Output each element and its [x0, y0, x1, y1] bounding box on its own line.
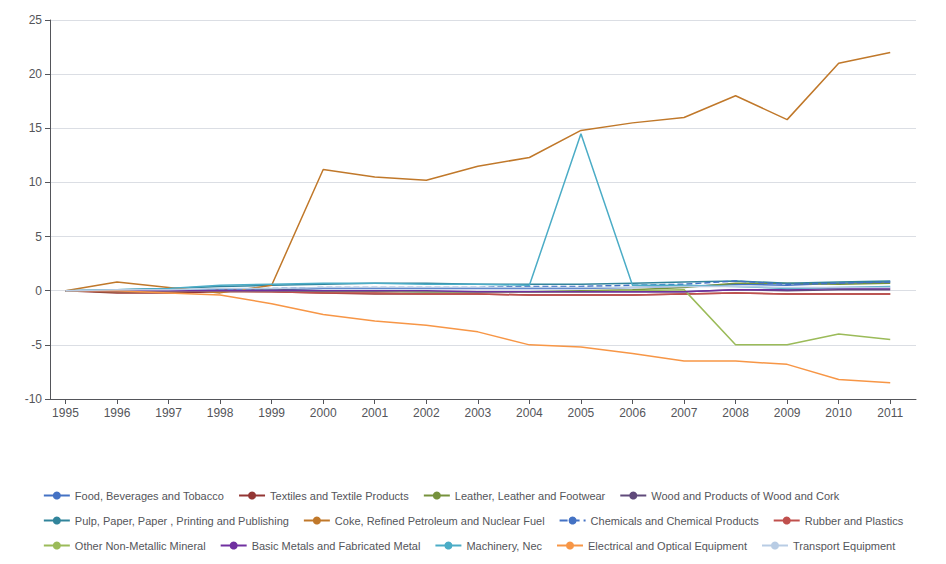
svg-text:Leather, Leather and Footwear: Leather, Leather and Footwear: [455, 490, 606, 502]
svg-text:1999: 1999: [258, 406, 285, 420]
svg-text:1996: 1996: [104, 406, 131, 420]
svg-text:2002: 2002: [413, 406, 440, 420]
svg-text:Chemicals and Chemical Product: Chemicals and Chemical Products: [591, 515, 760, 527]
svg-text:2010: 2010: [825, 406, 852, 420]
svg-text:20: 20: [29, 67, 43, 81]
svg-text:0: 0: [35, 284, 42, 298]
svg-text:Electrical and Optical Equipme: Electrical and Optical Equipment: [588, 540, 747, 552]
svg-text:2006: 2006: [619, 406, 646, 420]
svg-text:Other Non-Metallic Mineral: Other Non-Metallic Mineral: [75, 540, 206, 552]
svg-text:Textiles and Textile Products: Textiles and Textile Products: [270, 490, 409, 502]
svg-text:2007: 2007: [671, 406, 698, 420]
svg-text:2009: 2009: [774, 406, 801, 420]
svg-text:Wood and Products of Wood and: Wood and Products of Wood and Cork: [651, 490, 839, 502]
svg-text:2001: 2001: [361, 406, 388, 420]
svg-text:2005: 2005: [568, 406, 595, 420]
svg-text:Basic Metals and Fabricated Me: Basic Metals and Fabricated Metal: [252, 540, 421, 552]
svg-text:1995: 1995: [52, 406, 79, 420]
svg-text:5: 5: [35, 230, 42, 244]
svg-text:10: 10: [29, 175, 43, 189]
svg-text:25: 25: [29, 13, 43, 27]
svg-text:1997: 1997: [155, 406, 182, 420]
svg-text:15: 15: [29, 121, 43, 135]
svg-text:Coke, Refined Petroleum and Nu: Coke, Refined Petroleum and Nuclear Fuel: [335, 515, 545, 527]
svg-text:1998: 1998: [207, 406, 234, 420]
svg-text:Pulp, Paper, Paper , Printing: Pulp, Paper, Paper , Printing and Publis…: [75, 515, 289, 527]
svg-text:2011: 2011: [877, 406, 903, 420]
svg-text:2008: 2008: [722, 406, 749, 420]
svg-text:Food, Beverages and Tobacco: Food, Beverages and Tobacco: [75, 490, 224, 502]
svg-text:-5: -5: [31, 338, 42, 352]
svg-text:Rubber and Plastics: Rubber and Plastics: [805, 515, 904, 527]
svg-text:2004: 2004: [516, 406, 543, 420]
svg-text:-10: -10: [25, 392, 43, 406]
svg-text:Machinery, Nec: Machinery, Nec: [466, 540, 542, 552]
svg-text:Transport Equipment: Transport Equipment: [793, 540, 895, 552]
svg-text:2000: 2000: [310, 406, 337, 420]
svg-text:2003: 2003: [464, 406, 491, 420]
